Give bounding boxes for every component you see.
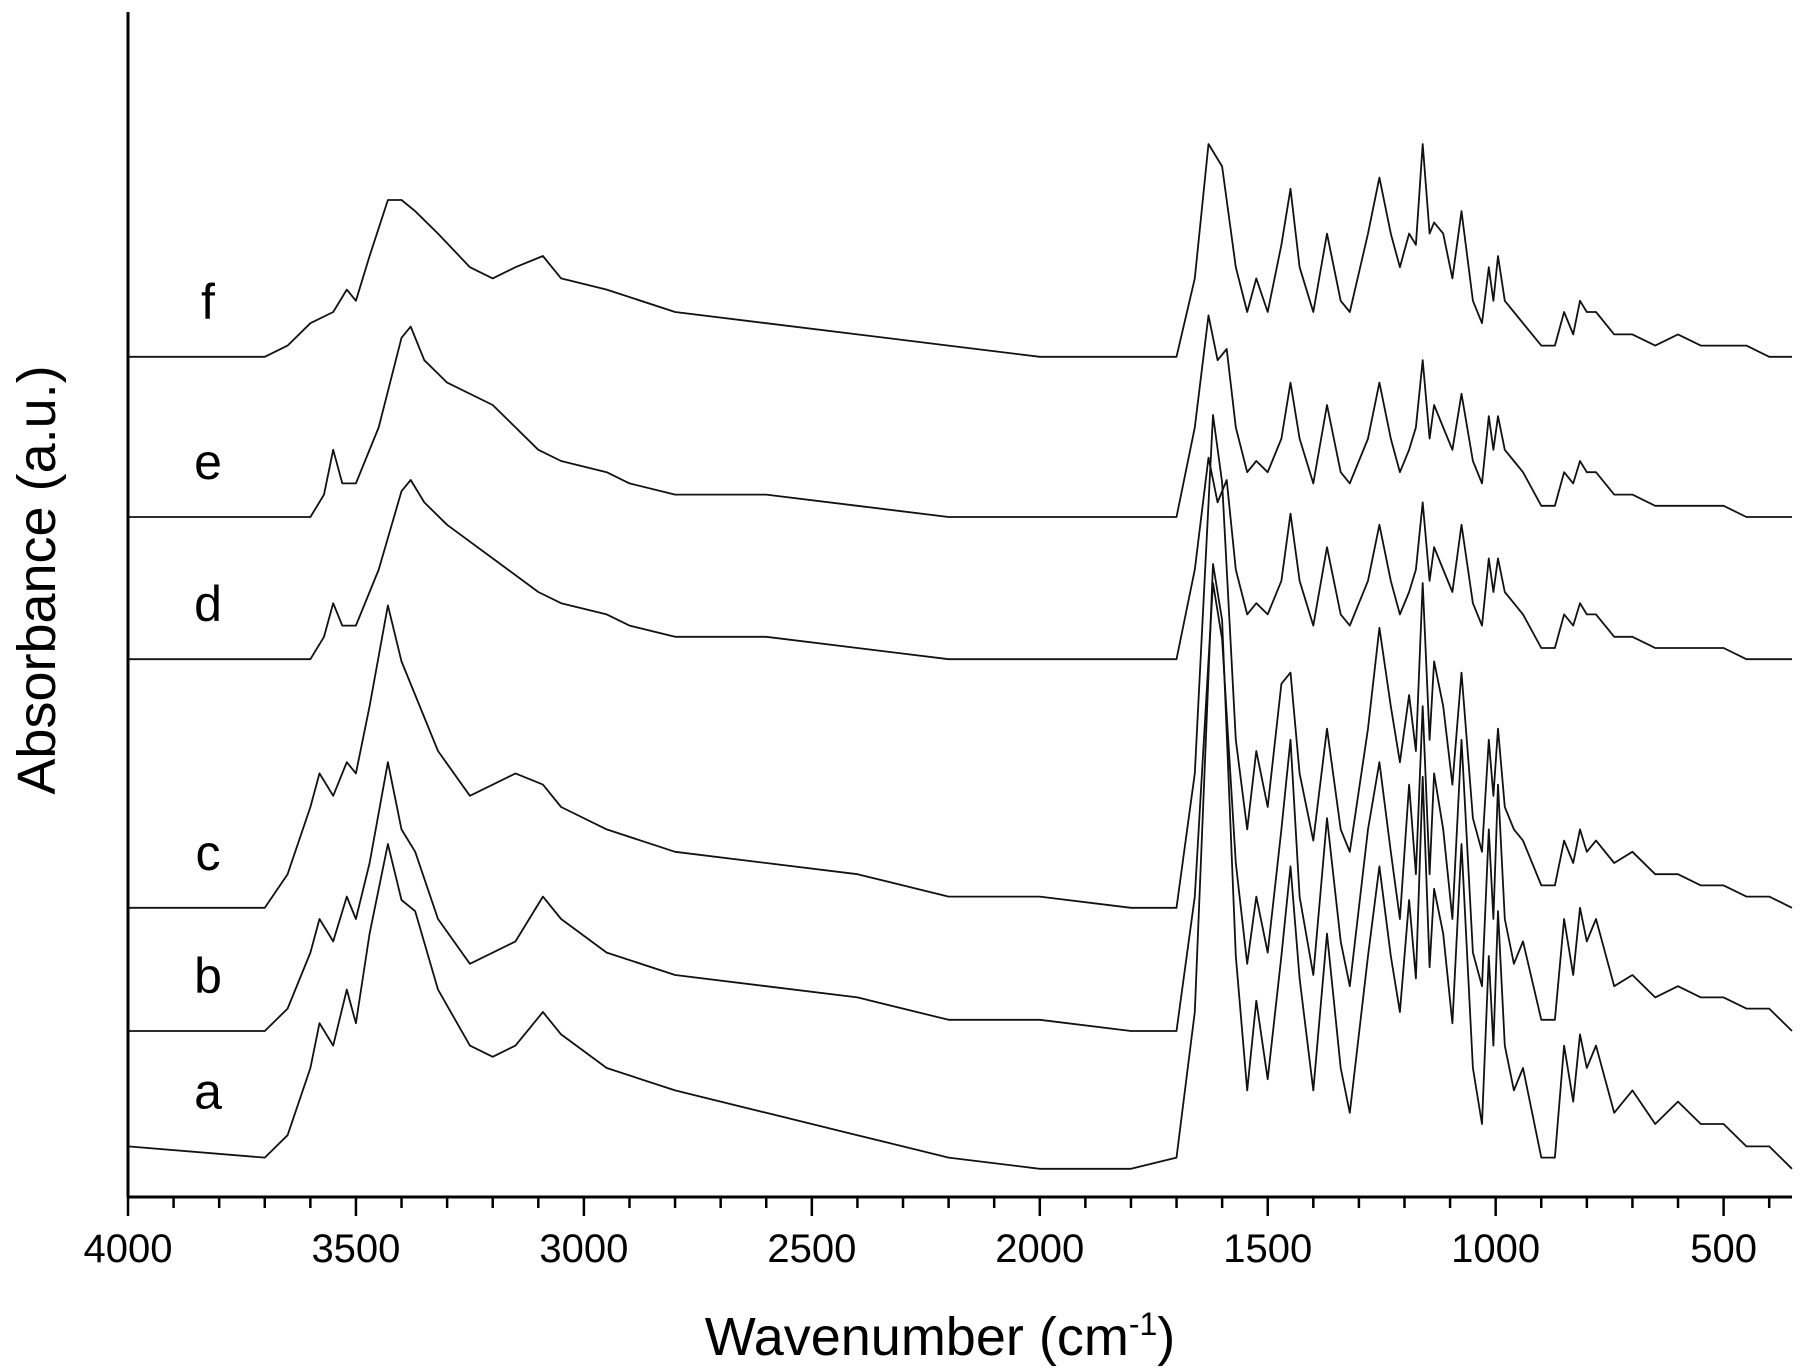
x-axis-title: Wavenumber (cm-1) (705, 1306, 1176, 1367)
x-axis-ticks: 4000 3500 3000 2500 2000 1500 1000 500 (84, 1197, 1771, 1271)
x-tick-label: 2500 (767, 1227, 856, 1271)
x-tick-label: 1500 (1223, 1227, 1312, 1271)
spectrum-line-e (128, 314, 1792, 518)
series-group (127, 143, 1793, 1170)
series-labels: a b c d e f (194, 274, 222, 1120)
x-axis-title-superscript: -1 (1129, 1306, 1157, 1342)
spectrum-line-b (128, 582, 1793, 1032)
x-axis-title-main: Wavenumber (cm (705, 1307, 1129, 1367)
series-label-a: a (194, 1063, 222, 1119)
series-label-b: b (194, 948, 222, 1004)
spectrum-line-a (127, 563, 1793, 1170)
spectrum-line-d (128, 456, 1792, 661)
x-tick-label: 500 (1690, 1227, 1757, 1271)
x-tick-label: 3000 (539, 1227, 628, 1271)
series-label-d: d (194, 576, 222, 632)
y-axis-title: Absorbance (a.u.) (7, 365, 67, 794)
spectrum-line-f (128, 143, 1792, 358)
x-tick-label: 1000 (1451, 1227, 1540, 1271)
series-label-c: c (196, 825, 221, 881)
series-label-e: e (194, 434, 222, 490)
x-tick-label: 4000 (84, 1227, 173, 1271)
series-label-f: f (201, 274, 215, 330)
x-tick-label: 2000 (995, 1227, 1084, 1271)
spectrum-line-c (128, 414, 1793, 909)
x-tick-label: 3500 (311, 1227, 400, 1271)
x-axis-title-close: ) (1157, 1307, 1175, 1367)
